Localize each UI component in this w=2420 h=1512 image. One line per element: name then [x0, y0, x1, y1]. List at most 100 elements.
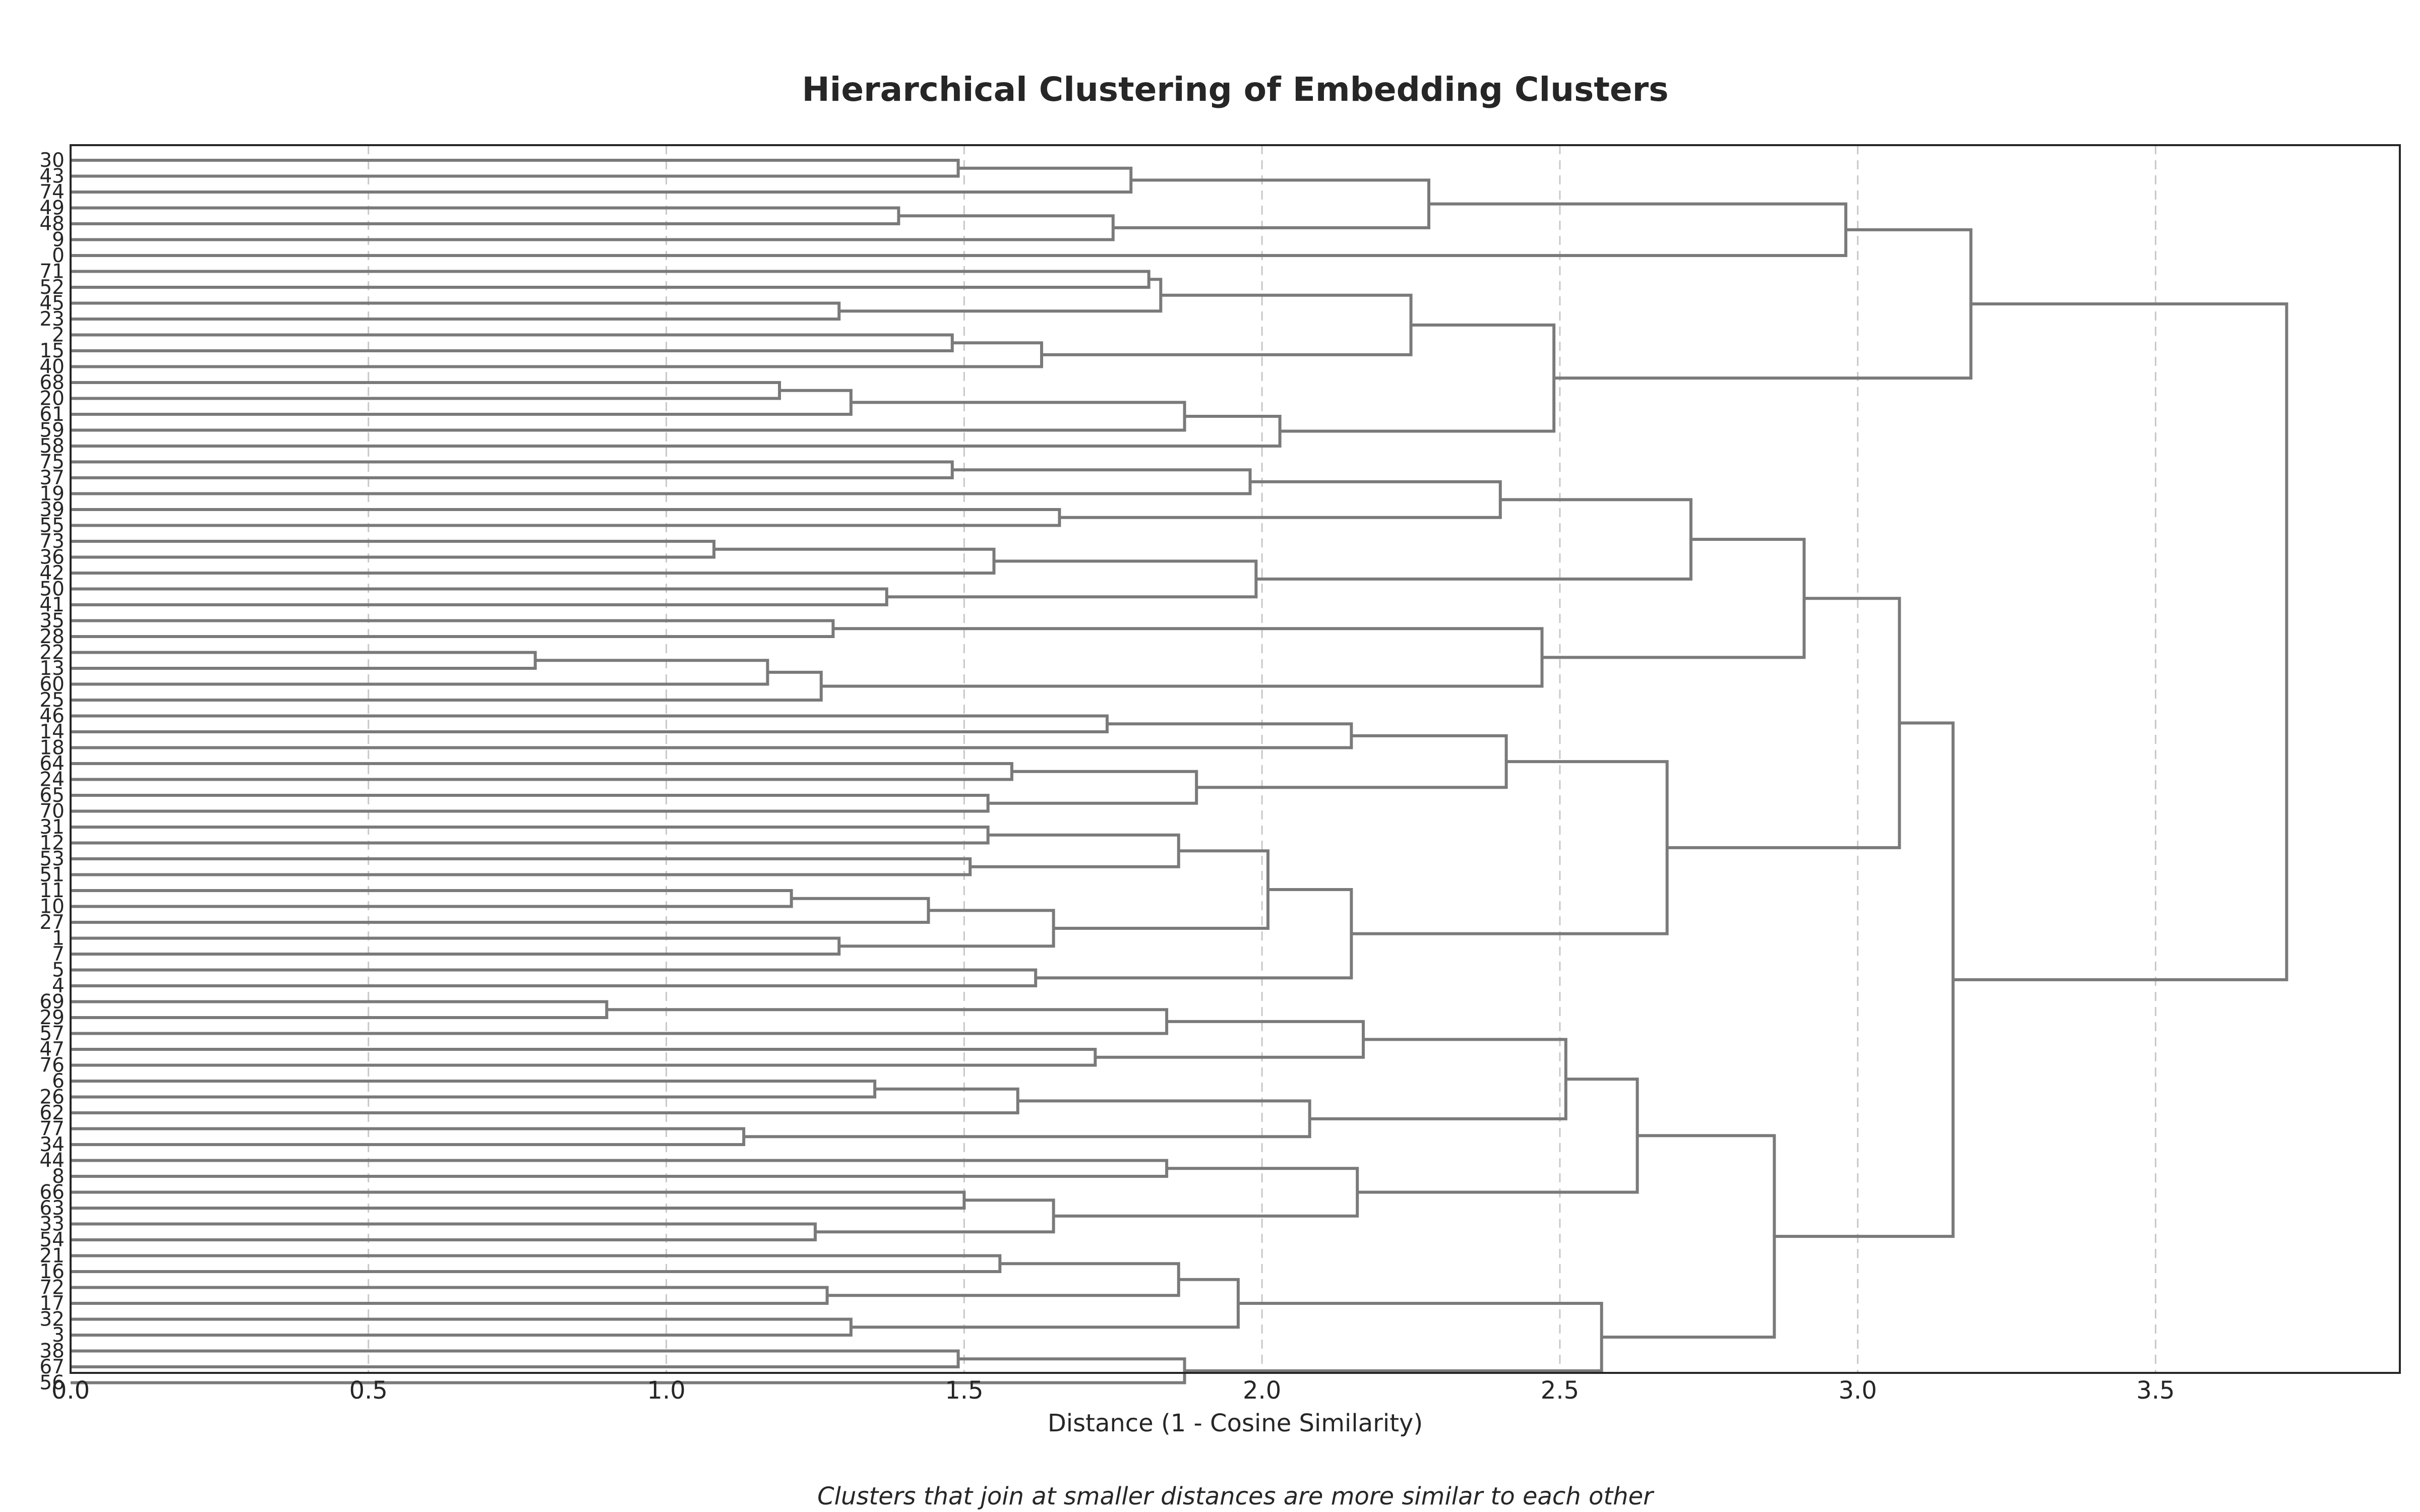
- leaf-label: 5: [52, 959, 65, 982]
- dendrogram-link: [1196, 734, 1508, 789]
- dendrogram-link: [71, 1357, 1186, 1384]
- dendrogram-link: [71, 460, 954, 479]
- leaf-label: 36: [39, 546, 65, 569]
- leaf-label: 71: [39, 261, 65, 283]
- leaf-label: 62: [39, 1102, 65, 1124]
- leaf-label: 59: [39, 419, 65, 442]
- leaf-label: 41: [39, 594, 65, 616]
- dendrogram-link: [1357, 1078, 1639, 1194]
- dendrogram-link: [71, 670, 823, 702]
- leaf-labels: 3043744948907152452321540682061595875371…: [39, 149, 65, 1395]
- leaf-label: 42: [39, 562, 65, 585]
- dendrogram-link: [71, 206, 900, 225]
- leaf-label: 27: [39, 911, 65, 934]
- dendrogram-link: [970, 833, 1180, 868]
- leaf-label: 75: [39, 451, 65, 474]
- dendrogram-link: [71, 468, 1252, 495]
- leaf-label: 44: [39, 1150, 65, 1172]
- dendrogram-link: [71, 1286, 829, 1305]
- dendrogram-link: [71, 270, 1151, 289]
- dendrogram-link: [71, 540, 716, 559]
- x-axis-label: Distance (1 - Cosine Similarity): [1048, 1409, 1423, 1437]
- leaf-label: 73: [39, 530, 65, 553]
- leaf-label: 74: [39, 181, 65, 204]
- leaf-label: 46: [39, 705, 65, 728]
- dendrogram-link: [71, 1008, 1169, 1035]
- leaf-label: 19: [39, 483, 65, 506]
- leaf-label: 63: [39, 1197, 65, 1220]
- leaf-label: 33: [39, 1213, 65, 1236]
- dendrogram-link: [71, 619, 835, 638]
- leaf-label: 11: [39, 879, 65, 902]
- leaf-label: 38: [39, 1340, 65, 1363]
- dendrogram-link: [1774, 721, 1955, 1238]
- leaf-label: 51: [39, 864, 65, 887]
- leaf-label: 23: [39, 308, 65, 331]
- leaf-label: 34: [39, 1133, 65, 1156]
- leaf-label: 25: [39, 689, 65, 712]
- dendrogram-link: [839, 278, 1163, 313]
- dendrogram-link: [71, 301, 841, 321]
- dendrogram-link: [71, 897, 930, 924]
- leaf-label: 58: [39, 435, 65, 458]
- leaf-label: 55: [39, 515, 65, 537]
- x-axis-ticks: 0.0 0.5 1.0 1.5 2.0 2.5 3.0 3.5: [51, 1376, 2175, 1405]
- leaf-label: 15: [39, 340, 65, 362]
- dendrogram-link: [71, 857, 972, 876]
- x-tick-label: 0.0: [51, 1376, 90, 1405]
- dendrogram-link: [71, 714, 1109, 733]
- chart-title: Hierarchical Clustering of Embedding Clu…: [802, 70, 1669, 109]
- dendrogram-link: [71, 1349, 960, 1368]
- dendrogram-link: [71, 1317, 853, 1337]
- dendrogram-link: [71, 1080, 877, 1099]
- dendrogram-link: [71, 166, 1133, 194]
- x-tick-label: 0.5: [349, 1376, 388, 1405]
- dendrogram-link: [71, 651, 537, 670]
- leaf-label: 67: [39, 1356, 65, 1378]
- leaf-label: 30: [39, 149, 65, 172]
- leaf-label: 18: [39, 737, 65, 760]
- leaf-label: 29: [39, 1006, 65, 1029]
- dendrogram-link: [71, 333, 954, 352]
- grid-lines: [368, 145, 2157, 1373]
- leaf-label: 64: [39, 752, 65, 775]
- dendrogram-link: [71, 547, 996, 575]
- dendrogram-links: [71, 159, 2288, 1384]
- dendrogram-link: [71, 1190, 966, 1210]
- leaf-label: 52: [39, 276, 65, 299]
- dendrogram-link: [71, 1254, 1002, 1273]
- dendrogram-link: [827, 1262, 1180, 1297]
- leaf-label: 6: [52, 1070, 65, 1093]
- leaf-label: 3: [52, 1324, 65, 1347]
- x-tick-label: 1.5: [945, 1376, 983, 1405]
- dendrogram-link: [988, 770, 1198, 805]
- x-tick-label: 2.0: [1243, 1376, 1281, 1405]
- leaf-label: 20: [39, 388, 65, 410]
- leaf-label: 68: [39, 371, 65, 394]
- leaf-label: 7: [52, 943, 65, 966]
- leaf-label: 35: [39, 610, 65, 633]
- leaf-label: 37: [39, 467, 65, 489]
- dendrogram-link: [1667, 597, 1901, 849]
- leaf-label: 56: [39, 1372, 65, 1395]
- dendrogram-link: [1280, 323, 1556, 433]
- dendrogram-link: [71, 1127, 746, 1146]
- plot-frame: [70, 144, 2401, 1374]
- leaf-label: 31: [39, 816, 65, 839]
- leaf-label: 0: [52, 244, 65, 267]
- leaf-label: 47: [39, 1038, 65, 1061]
- dendrogram-link: [71, 341, 1043, 368]
- leaf-label: 50: [39, 578, 65, 601]
- leaf-label: 12: [39, 832, 65, 855]
- leaf-label: 39: [39, 498, 65, 521]
- dendrogram-link: [1184, 1302, 1603, 1372]
- x-tick-label: 3.5: [2136, 1376, 2174, 1405]
- dendrogram-link: [815, 1199, 1055, 1234]
- x-tick-label: 2.5: [1541, 1376, 1579, 1405]
- leaf-label: 77: [39, 1118, 65, 1141]
- leaf-label: 66: [39, 1181, 65, 1204]
- dendrogram-link: [71, 722, 1353, 749]
- dendrogram-link: [1309, 1038, 1567, 1120]
- dendrogram-link: [71, 936, 841, 956]
